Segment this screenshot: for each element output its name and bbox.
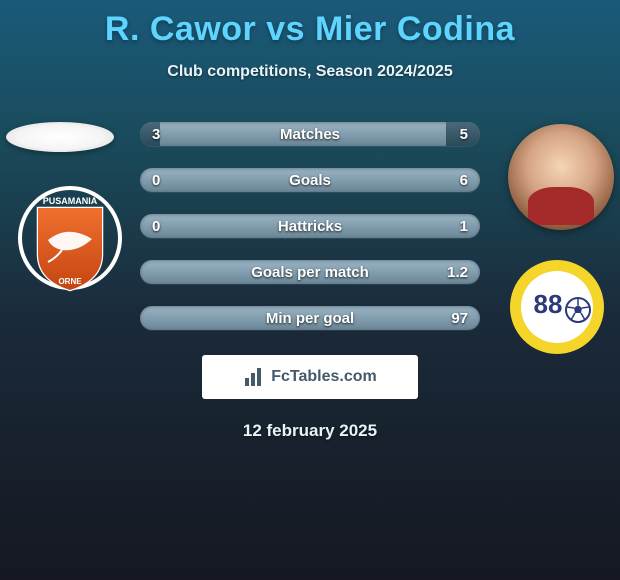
bars-icon [243,366,265,388]
stat-row: 3 5 Matches [0,111,620,157]
stat-value-right: 1 [460,218,468,235]
watermark-text: FcTables.com [271,368,377,386]
stat-value-right: 5 [460,126,468,143]
stat-value-left: 0 [152,172,160,189]
stat-value-left: 0 [152,218,160,235]
stat-label: Goals [289,172,331,189]
stat-label: Hattricks [278,218,342,235]
stat-value-right: 1.2 [447,264,468,281]
stat-label: Min per goal [266,310,354,327]
stat-row: 0 6 Goals [0,157,620,203]
stat-label: Goals per match [251,264,369,281]
stat-value-left: 3 [152,126,160,143]
subtitle: Club competitions, Season 2024/2025 [0,63,620,81]
stat-row: 0 1 Hattricks [0,203,620,249]
watermark: FcTables.com [202,355,418,399]
stat-row: 97 Min per goal [0,295,620,341]
date: 12 february 2025 [0,421,620,441]
stats-area: 3 5 Matches 0 6 Goals 0 1 Hattricks 1.2 Goals per … [0,111,620,341]
stat-value-right: 6 [460,172,468,189]
stat-row: 1.2 Goals per match [0,249,620,295]
page-title: R. Cawor vs Mier Codina [0,0,620,49]
stat-value-right: 97 [451,310,468,327]
stat-label: Matches [280,126,340,143]
